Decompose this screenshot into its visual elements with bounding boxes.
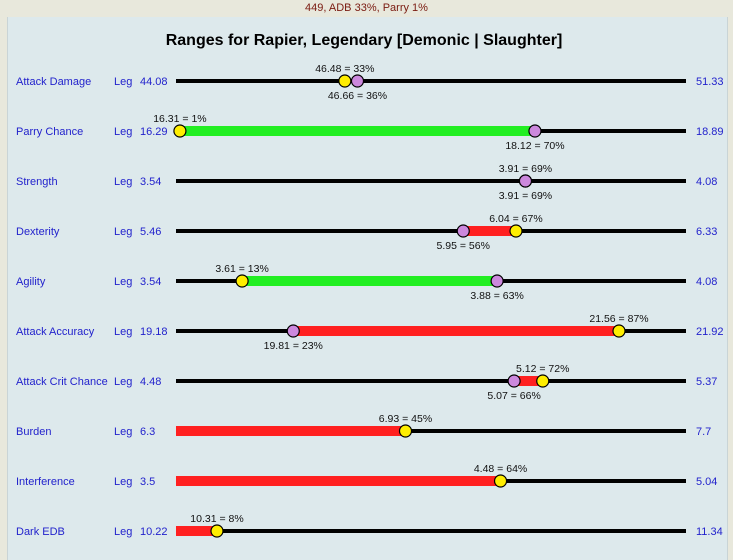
range-segment: [176, 476, 501, 486]
stat-name: Attack Accuracy: [16, 326, 95, 338]
range-row: Attack Damage Leg 44.08 51.33 46.48 = 33% 46.…: [16, 63, 724, 102]
grade-label: Leg: [114, 276, 132, 288]
current-value-label: 6.93 = 45%: [379, 413, 432, 425]
current-value-marker: [338, 74, 352, 88]
range-segment: [514, 376, 543, 386]
comparison-value-marker: [507, 374, 521, 388]
current-value-label: 4.48 = 64%: [474, 463, 527, 475]
current-value-marker: [235, 274, 249, 288]
comparison-value-marker: [286, 324, 300, 338]
stat-name: Strength: [16, 176, 58, 188]
comparison-value-label: 5.07 = 66%: [487, 390, 540, 402]
current-value-label: 10.31 = 8%: [190, 513, 243, 525]
current-value-marker: [509, 224, 523, 238]
min-value: 5.46: [140, 226, 161, 238]
grade-label: Leg: [114, 126, 132, 138]
comparison-value-marker: [490, 274, 504, 288]
grade-label: Leg: [114, 76, 132, 88]
range-row: Attack Crit Chance Leg 4.48 5.37 5.12 = 72% 5…: [16, 363, 717, 402]
stat-name: Attack Crit Chance: [16, 376, 108, 388]
range-chart: Ranges for Rapier, Legendary [Demonic | …: [16, 32, 724, 538]
comparison-value-label: 19.81 = 23%: [264, 340, 323, 352]
range-row: Dark EDB Leg 10.22 11.34 10.31 = 8%: [16, 513, 723, 538]
max-value: 11.34: [696, 526, 723, 538]
range-row: Interference Leg 3.5 5.04 4.48 = 64%: [16, 463, 717, 488]
stat-name: Agility: [16, 276, 46, 288]
max-value: 6.33: [696, 226, 717, 238]
comparison-value-label: 5.95 = 56%: [437, 240, 490, 252]
min-value: 44.08: [140, 76, 168, 88]
grade-label: Leg: [114, 176, 132, 188]
current-value-label: 5.12 = 72%: [516, 363, 569, 375]
comparison-value-marker: [350, 74, 365, 88]
grade-label: Leg: [114, 326, 132, 338]
current-value-marker: [210, 524, 224, 538]
range-row: Agility Leg 3.54 4.08 3.61 = 13% 3.88 = 63%: [16, 263, 717, 302]
min-value: 3.54: [140, 176, 161, 188]
min-value: 3.54: [140, 276, 161, 288]
comparison-value-label: 3.88 = 63%: [470, 290, 523, 302]
current-value-label: 21.56 = 87%: [589, 313, 648, 325]
range-segment: [242, 276, 498, 286]
comparison-value-label: 18.12 = 70%: [505, 140, 564, 152]
stat-name: Burden: [16, 426, 51, 438]
grade-label: Leg: [114, 476, 132, 488]
comparison-value-label: 46.66 = 36%: [328, 90, 387, 102]
stat-name: Parry Chance: [16, 126, 83, 138]
max-value: 5.04: [696, 476, 717, 488]
chart-panel: Ranges for Rapier, Legendary [Demonic | …: [7, 17, 728, 560]
min-value: 16.29: [140, 126, 168, 138]
min-value: 3.5: [140, 476, 155, 488]
grade-label: Leg: [114, 426, 132, 438]
max-value: 4.08: [696, 176, 717, 188]
range-segment: [463, 226, 516, 236]
current-value-marker: [173, 124, 187, 138]
range-segment: [179, 126, 535, 136]
range-row: Strength Leg 3.54 4.08 3.91 = 69% 3.91 = 69%: [16, 163, 717, 202]
grade-label: Leg: [114, 526, 132, 538]
range-segment: [176, 526, 217, 536]
range-row: Dexterity Leg 5.46 6.33 6.04 = 67% 5.95 = 56%: [16, 213, 717, 252]
grade-label: Leg: [114, 376, 132, 388]
grade-label: Leg: [114, 226, 132, 238]
top-caption: 449, ADB 33%, Parry 1%: [305, 2, 428, 14]
stat-name: Interference: [16, 476, 75, 488]
current-value-marker: [398, 424, 413, 438]
max-value: 51.33: [696, 76, 724, 88]
current-value-label: 3.61 = 13%: [215, 263, 268, 275]
current-value-label: 16.31 = 1%: [153, 113, 206, 125]
range-row: Parry Chance Leg 16.29 18.89 16.31 = 1% 18.12…: [16, 113, 724, 152]
current-value-label: 46.48 = 33%: [315, 63, 374, 75]
current-value-label: 3.91 = 69%: [499, 163, 552, 175]
range-segment: [293, 326, 619, 336]
chart-title: Ranges for Rapier, Legendary [Demonic | …: [166, 32, 563, 49]
current-value-marker: [493, 474, 508, 488]
max-value: 4.08: [696, 276, 717, 288]
range-row: Burden Leg 6.3 7.7 6.93 = 45%: [16, 413, 711, 438]
comparison-value-marker: [456, 224, 470, 238]
max-value: 21.92: [696, 326, 724, 338]
current-value-label: 6.04 = 67%: [489, 213, 542, 225]
current-value-marker: [536, 374, 550, 388]
rows-layer: Attack Damage Leg 44.08 51.33 46.48 = 33% 46.…: [16, 63, 724, 538]
comparison-value-marker: [518, 174, 533, 188]
stat-name: Dark EDB: [16, 526, 65, 538]
range-segment: [176, 426, 406, 436]
comparison-value-marker: [528, 124, 542, 138]
stat-name: Attack Damage: [16, 76, 91, 88]
stat-name: Dexterity: [16, 226, 60, 238]
max-value: 5.37: [696, 376, 717, 388]
comparison-value-label: 3.91 = 69%: [499, 190, 552, 202]
min-value: 6.3: [140, 426, 155, 438]
max-value: 7.7: [696, 426, 711, 438]
min-value: 10.22: [140, 526, 168, 538]
min-value: 19.18: [140, 326, 168, 338]
min-value: 4.48: [140, 376, 161, 388]
range-row: Attack Accuracy Leg 19.18 21.92 21.56 = 87% 1…: [16, 313, 724, 352]
current-value-marker: [612, 324, 626, 338]
max-value: 18.89: [696, 126, 724, 138]
